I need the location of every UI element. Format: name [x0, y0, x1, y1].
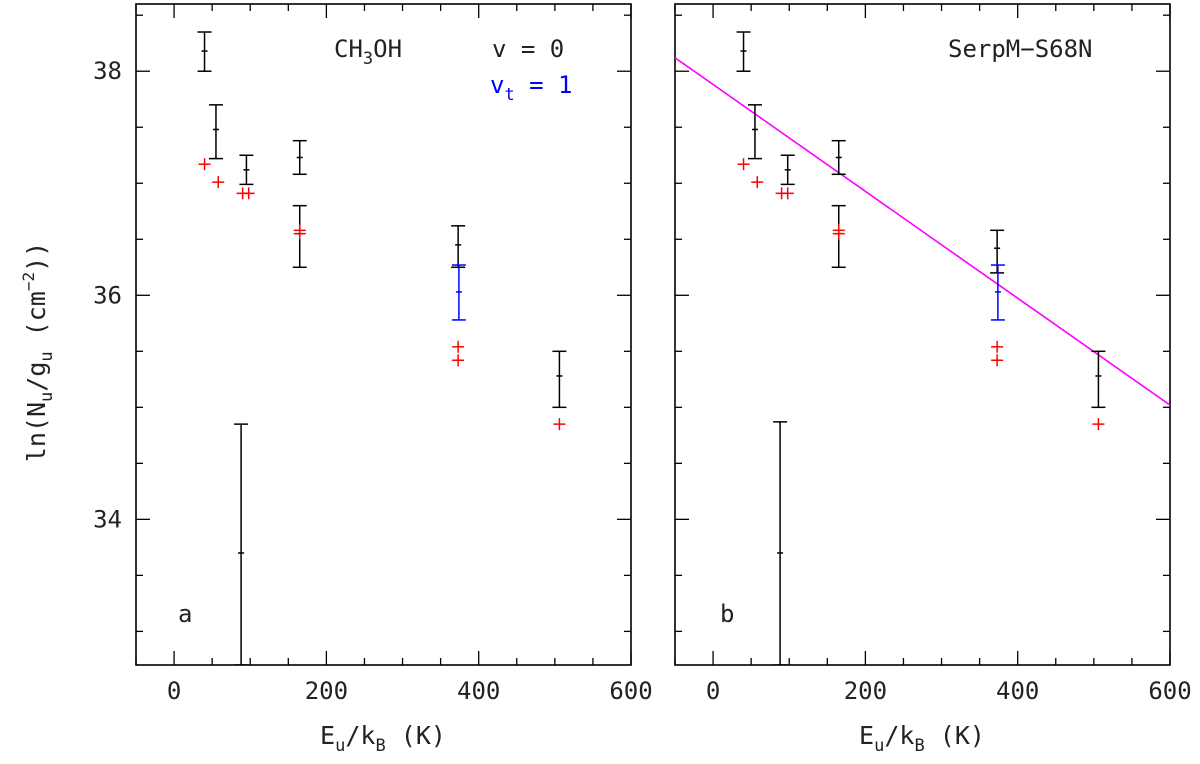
panel-a-ytick-label: 34 — [93, 505, 122, 533]
panel-b-source-label: SerpM−S68N — [948, 35, 1093, 63]
panel-a-data — [197, 31, 567, 665]
panel-a-errorbar-point — [451, 264, 466, 321]
panel-b-model-point — [1092, 418, 1105, 431]
panel-a-model-point — [553, 418, 566, 431]
axes-layer: 0 200 400 600 34 36 38 0 200 400 600 — [93, 3, 1192, 705]
panel-a-molecule-label: CH3OH — [334, 35, 402, 69]
panel-a-legend-v0: v = 0 — [492, 35, 564, 63]
panel-a-errorbar-point — [239, 154, 254, 186]
panel-b-errorbar-point — [773, 421, 788, 665]
panel-b-model-point — [991, 340, 1004, 353]
panel-b-model-point — [781, 187, 794, 200]
panel-a-ytick-label: 38 — [93, 57, 122, 85]
panel-b-data — [675, 31, 1170, 665]
panel-b-model-point — [737, 158, 750, 171]
panel-b-errorbar-point — [736, 31, 751, 72]
panel-a-errorbar-point — [208, 104, 223, 160]
panel-a-xtick-label: 600 — [609, 677, 652, 705]
panel-a-label: a — [178, 600, 192, 628]
panel-b-model-point — [751, 176, 764, 189]
panel-b-errorbar-point — [831, 139, 846, 176]
panel-b-model-point — [832, 224, 845, 237]
panel-a-ytick-label: 36 — [93, 281, 122, 309]
panel-a-errorbar-point — [292, 139, 307, 176]
panel-a-model-point — [452, 354, 465, 367]
panel-a-xtick-label: 0 — [167, 677, 181, 705]
y-axis-label: ln(Nu/gu (cm−2)) — [19, 242, 57, 462]
panel-b-xtick-label: 600 — [1148, 677, 1191, 705]
panel-b-errorbar-point — [990, 229, 1005, 274]
panel-b-label: b — [720, 600, 734, 628]
panel-a-errorbar-point — [451, 225, 466, 269]
x-axis-label-a: Eu/kB (K) — [320, 721, 446, 756]
panel-a-xtick-label: 400 — [457, 677, 500, 705]
panel-b-xtick-label: 400 — [996, 677, 1039, 705]
panel-b-xtick-label: 0 — [706, 677, 720, 705]
panel-a-xtick-label: 200 — [305, 677, 348, 705]
panel-a-legend-vt1: vt = 1 — [490, 71, 573, 105]
panel-a-model-point — [293, 224, 306, 237]
x-axis-label-b: Eu/kB (K) — [859, 721, 985, 756]
panel-a-model-point — [242, 187, 255, 200]
marks-layer — [197, 31, 1170, 665]
panel-a-model-point — [452, 340, 465, 353]
panel-a-model-point — [198, 158, 211, 171]
panel-b-errorbar-point — [990, 264, 1005, 321]
panel-a-frame — [135, 3, 632, 666]
panel-b-xtick-label: 200 — [844, 677, 887, 705]
panel-b-errorbar-point — [1091, 350, 1106, 409]
panel-a-errorbar-point — [197, 31, 212, 72]
panel-b-errorbar-point — [780, 154, 795, 186]
panel-b-fit-line — [675, 57, 1170, 406]
panel-a-model-point — [212, 176, 225, 189]
panel-b-model-point — [991, 354, 1004, 367]
panel-a-errorbar-point — [234, 423, 249, 665]
panel-b-frame — [674, 3, 1171, 666]
panel-a-errorbar-point — [552, 350, 567, 409]
panel-b-errorbar-point — [747, 104, 762, 160]
